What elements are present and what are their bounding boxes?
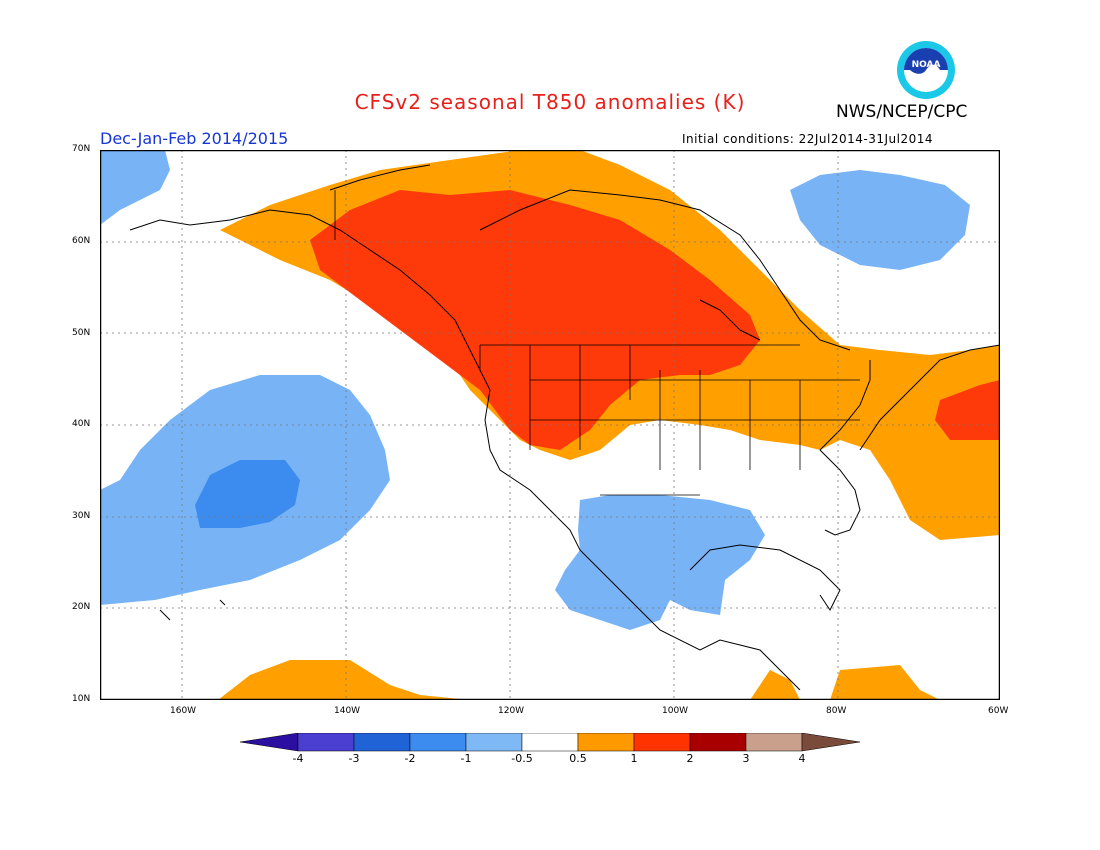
colorbar-label: -0.5 <box>511 752 533 765</box>
map-title: CFSv2 seasonal T850 anomalies (K) <box>354 90 746 114</box>
cool-region-northeast <box>790 170 970 270</box>
warm-core-north-america <box>310 190 760 450</box>
colorbar-bin <box>297 732 355 752</box>
colorbar-bin <box>465 732 523 752</box>
colorbar-arrow-right <box>801 732 861 752</box>
colorbar-label: -2 <box>404 752 416 765</box>
colorbar <box>239 732 862 753</box>
warm-region-caribbean <box>750 670 800 700</box>
coastlines <box>129 164 1001 691</box>
lat-label-20n: 20N <box>72 602 91 612</box>
noaa-logo: NOAA <box>896 40 956 100</box>
colorbar-label: -3 <box>348 752 360 765</box>
colorbar-label: 1 <box>630 752 638 765</box>
colorbar-label: 4 <box>798 752 806 765</box>
lon-label-140w: 140W <box>334 706 361 716</box>
cool-region-nw-corner <box>100 150 170 225</box>
lat-label-70n: 70N <box>72 144 91 154</box>
colorbar-bin <box>521 732 579 752</box>
lat-label-10n: 10N <box>72 694 91 704</box>
lon-label-80w: 80W <box>826 706 847 716</box>
colorbar-label: 3 <box>742 752 750 765</box>
colorbar-bin <box>409 732 467 752</box>
colorbar-bin <box>633 732 691 752</box>
lon-label-120w: 120W <box>498 706 525 716</box>
colorbar-label: 2 <box>686 752 694 765</box>
lat-label-30n: 30N <box>72 511 91 521</box>
lat-label-40n: 40N <box>72 419 91 429</box>
lon-label-100w: 100W <box>662 706 689 716</box>
warm-region-east-tropics <box>830 665 940 700</box>
political-borders <box>334 190 860 496</box>
colorbar-bin <box>577 732 635 752</box>
colorbar-bin <box>745 732 803 752</box>
colorbar-label: -4 <box>292 752 304 765</box>
cool-region-mexico-gulf <box>555 495 765 630</box>
colorbar-bin <box>353 732 411 752</box>
season-label: Dec-Jan-Feb 2014/2015 <box>100 129 289 148</box>
cool-core-pacific <box>195 460 300 528</box>
lat-label-50n: 50N <box>72 328 91 338</box>
svg-text:NOAA: NOAA <box>912 60 941 70</box>
agency-label: NWS/NCEP/CPC <box>836 102 968 122</box>
lon-label-160w: 160W <box>170 706 197 716</box>
lat-label-60n: 60N <box>72 236 91 246</box>
anomaly-map <box>99 149 1001 701</box>
colorbar-bin <box>689 732 747 752</box>
warm-region-tropical-pacific <box>218 660 470 700</box>
colorbar-label: 0.5 <box>569 752 587 765</box>
colorbar-label: -1 <box>460 752 472 765</box>
colorbar-arrow-left <box>239 732 299 752</box>
initial-conditions: Initial conditions: 22Jul2014-31Jul2014 <box>682 132 934 146</box>
lon-label-60w: 60W <box>988 706 1009 716</box>
graticule <box>100 150 1000 700</box>
